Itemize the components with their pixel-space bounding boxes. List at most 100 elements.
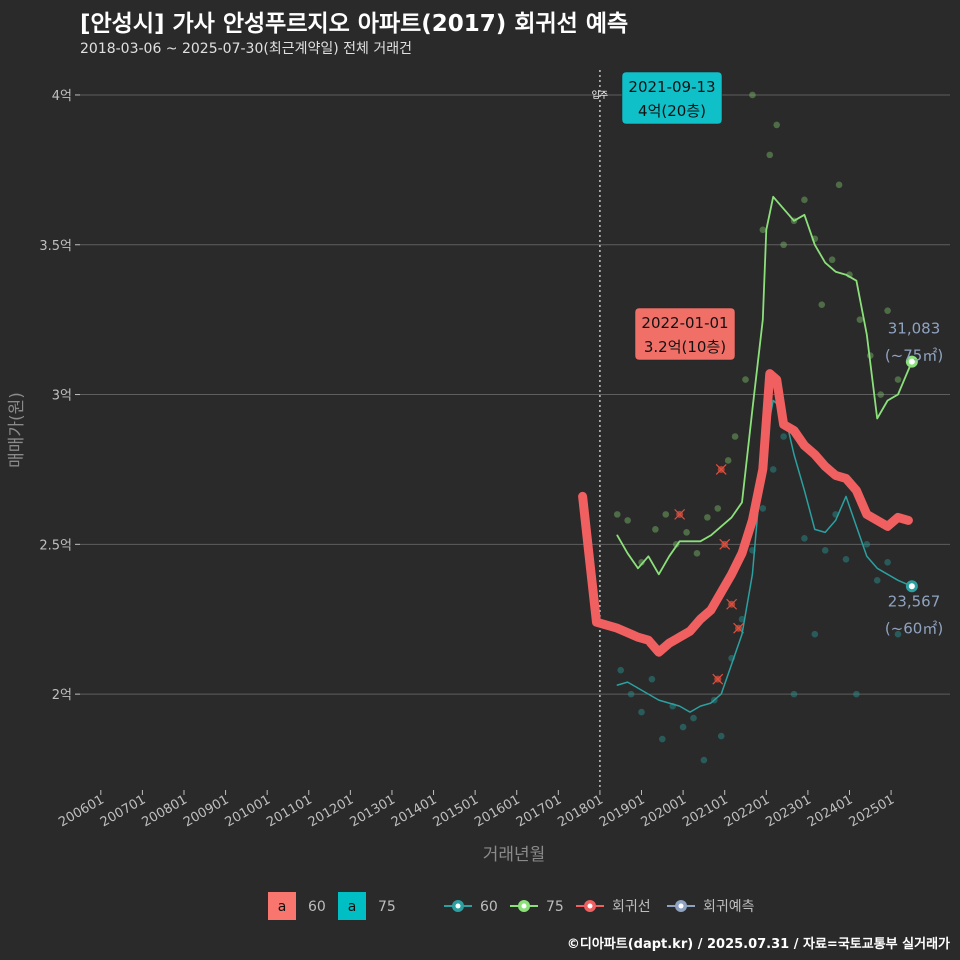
- scatter-point-75: [894, 376, 902, 383]
- x-tick-label: 200801: [139, 792, 189, 830]
- scatter-point-75: [683, 529, 690, 536]
- annotation-value: 4억(20층): [638, 102, 706, 120]
- legend-line-dot-center: [521, 903, 527, 909]
- legend-fill-label: 75: [378, 899, 396, 915]
- x-tick-label: 200601: [56, 792, 106, 830]
- y-tick-label: 3.5억: [39, 239, 72, 254]
- move-in-marker: 입주: [592, 70, 609, 790]
- scatter-point-75: [662, 511, 670, 518]
- annotations: 2021-09-13 4억(20층) 2022-01-01 3.2억(10층): [621, 71, 736, 361]
- scatter-point-60: [873, 576, 881, 584]
- x-axis-title: 거래년월: [483, 845, 546, 865]
- scatter-point-75: [759, 226, 767, 234]
- series-line-regression: [578, 369, 913, 657]
- x-tick-label: 200701: [98, 792, 148, 830]
- scatter-point-75: [828, 256, 836, 264]
- scatter-point-75: [724, 457, 732, 464]
- trade-marker: [674, 508, 686, 520]
- end-label-size: (~60㎡): [885, 619, 943, 637]
- x-tick-label: 202101: [680, 792, 730, 830]
- annotation-box: 2021-09-13 4억(20층): [621, 71, 723, 125]
- scatter-point-60: [790, 690, 798, 698]
- move-in-label: 입주: [592, 89, 609, 101]
- trade-marker: [715, 464, 727, 475]
- x-tick-label: 202001: [639, 792, 689, 830]
- trade-marker: [726, 598, 738, 610]
- scatter-point-75: [766, 151, 774, 159]
- y-tick-label: 3억: [52, 389, 72, 404]
- legend: a 60 a 75 60 75 회귀선 회귀예측: [268, 892, 755, 920]
- scatter-point-60: [648, 675, 656, 683]
- legend-fill-swatch: [268, 892, 296, 920]
- annotation-date: 2022-01-01: [641, 314, 728, 332]
- scatter-point-75: [704, 514, 711, 521]
- grid-lines: [80, 94, 950, 695]
- scatter-point-60: [627, 690, 635, 698]
- legend-line-label: 75: [546, 899, 564, 915]
- x-tick-label: 202501: [847, 792, 897, 830]
- scatter-layer: [613, 91, 902, 764]
- scatter-point-75: [818, 301, 826, 308]
- x-tick-label: 202301: [763, 792, 813, 830]
- legend-fill-swatch: [338, 892, 366, 920]
- x-tick-label: 201601: [472, 792, 522, 830]
- scatter-point-75: [749, 91, 756, 99]
- series-lines: [578, 195, 913, 713]
- scatter-point-60: [821, 547, 829, 554]
- scatter-point-60: [700, 756, 708, 764]
- legend-line-label: 회귀예측: [703, 899, 755, 915]
- chart-title: [안성시] 가사 안성푸르지오 아파트(2017) 회귀선 예측: [80, 11, 629, 37]
- legend-fill-label: 60: [308, 899, 326, 915]
- scatter-point-60: [759, 505, 767, 512]
- chart-subtitle: 2018-03-06 ~ 2025-07-30(최근계약일) 전체 거래건: [80, 41, 412, 57]
- y-tick-label: 4억: [52, 89, 72, 104]
- x-tick-label: 201401: [389, 792, 439, 830]
- scatter-point-75: [742, 376, 749, 383]
- trade-cross: [726, 598, 738, 610]
- legend-fill-key: a: [348, 899, 357, 915]
- y-tick-label: 2.5억: [39, 538, 72, 553]
- end-label-value: 23,567: [888, 592, 941, 610]
- scatter-point-75: [856, 316, 864, 323]
- scatter-point-60: [679, 723, 687, 731]
- footer-credit: ©디아파트(dapt.kr) / 2025.07.31 / 자료=국토교통부 실…: [566, 937, 950, 952]
- x-tick-label: 201001: [223, 792, 273, 830]
- legend-fill-key: a: [278, 899, 287, 915]
- x-tick-label: 200901: [181, 792, 231, 830]
- scatter-point-75: [613, 511, 621, 518]
- x-tick-label: 201301: [347, 792, 397, 830]
- scatter-point-75: [773, 121, 780, 129]
- annotation-bg: [621, 71, 723, 125]
- x-tick-label: 202401: [805, 792, 855, 830]
- x-tick-label: 201801: [555, 792, 605, 830]
- trade-cross: [674, 508, 686, 520]
- y-tick-label: 2억: [52, 688, 72, 703]
- legend-line-dot-center: [587, 903, 593, 909]
- scatter-point-60: [717, 732, 725, 740]
- y-axis-ticks: 2억 2.5억 3억 3.5억 4억: [39, 89, 80, 703]
- scatter-point-60: [894, 630, 902, 638]
- legend-line-label: 회귀선: [612, 899, 651, 915]
- scatter-point-75: [835, 181, 843, 189]
- scatter-point-75: [624, 517, 631, 524]
- scatter-point-60: [842, 556, 850, 563]
- end-label-value: 31,083: [888, 320, 941, 338]
- x-axis-ticks: 2006012007012008012009012010012011012012…: [56, 790, 897, 830]
- trade-cross: [712, 673, 724, 685]
- annotation-date: 2021-09-13: [628, 78, 715, 96]
- scatter-point-60: [659, 735, 666, 743]
- end-point-center: [908, 358, 915, 365]
- trade-marker: [719, 538, 731, 550]
- scatter-point-60: [811, 630, 819, 638]
- scatter-point-75: [638, 559, 645, 566]
- x-tick-label: 201901: [597, 792, 647, 830]
- scatter-point-75: [714, 505, 722, 512]
- scatter-point-60: [780, 433, 787, 440]
- scatter-point-75: [652, 526, 659, 533]
- trade-cross: [733, 622, 744, 634]
- trade-marker: [712, 673, 724, 685]
- x-tick-label: 202201: [722, 792, 772, 830]
- series-line-75: [616, 195, 913, 576]
- scatter-point-75: [731, 433, 739, 440]
